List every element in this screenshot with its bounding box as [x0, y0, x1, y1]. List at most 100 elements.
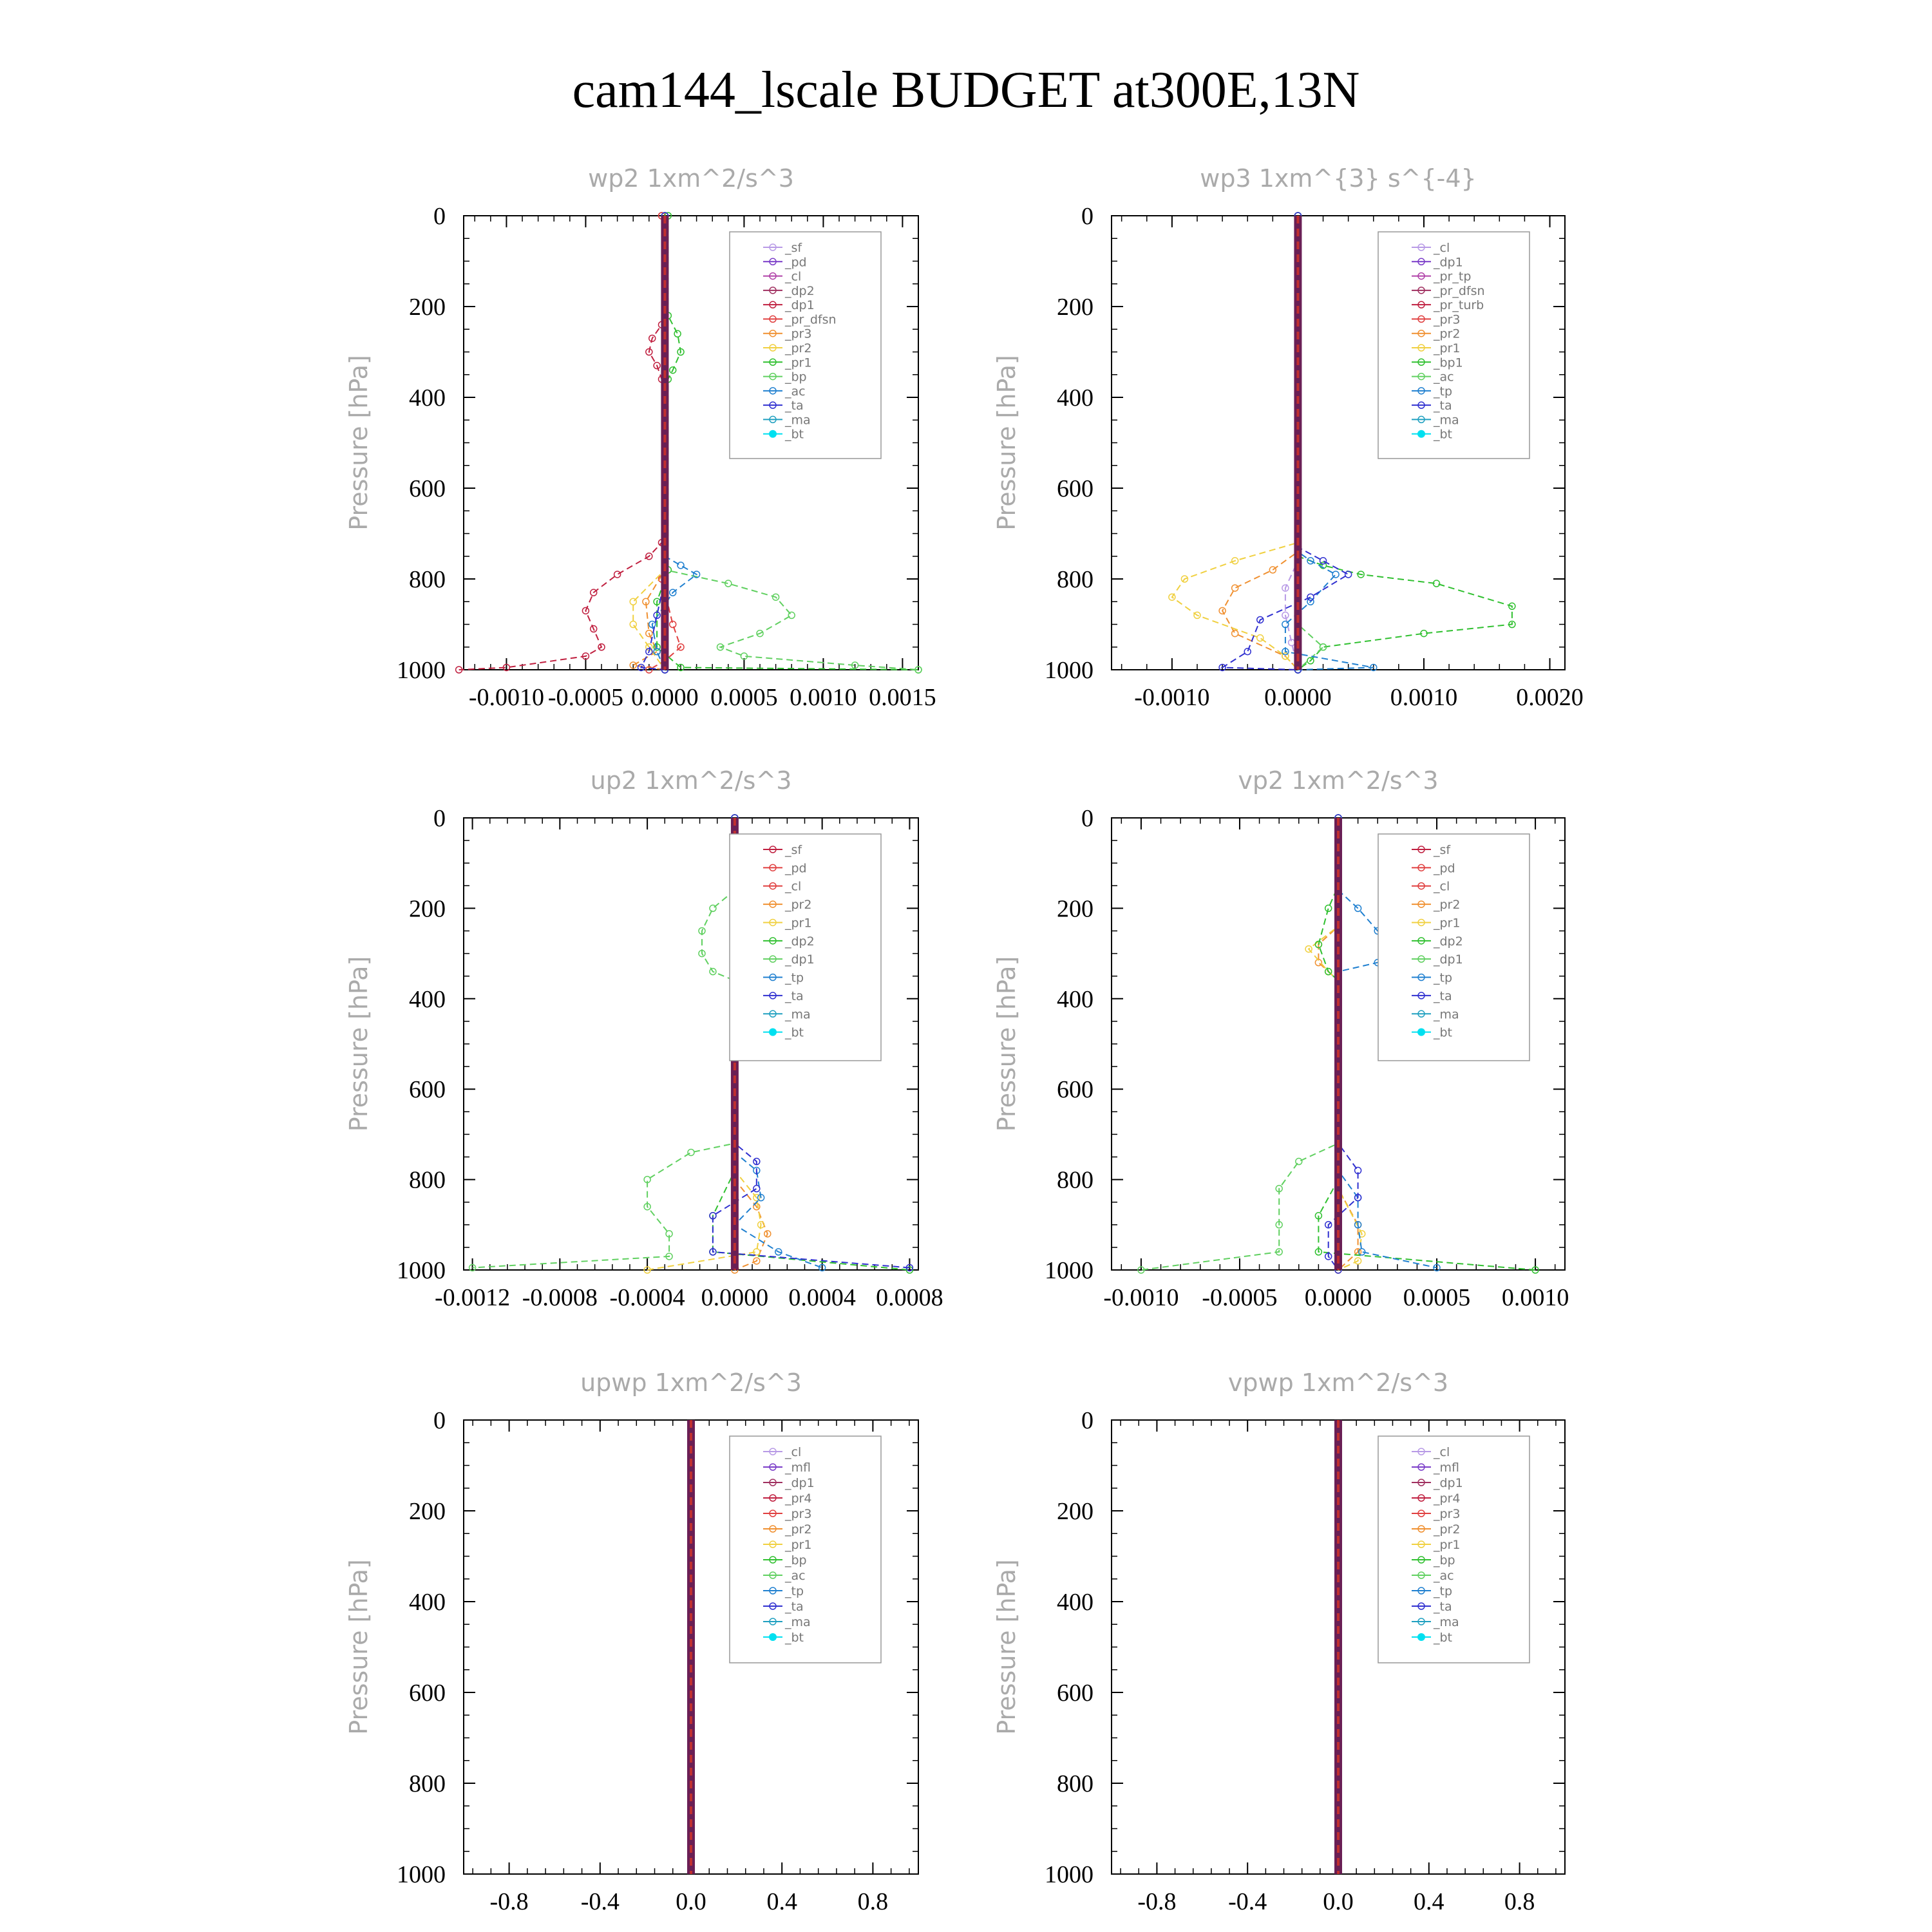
legend-box [1378, 231, 1530, 459]
data-point_pr2 [629, 620, 637, 629]
legend-box [1378, 833, 1530, 1061]
legend-marker [769, 1633, 777, 1641]
legend-marker [1417, 1010, 1425, 1018]
data-point_pr1 [677, 348, 685, 356]
legend-marker [769, 1510, 777, 1517]
legend-marker [769, 358, 777, 366]
y-tick-label: 1000 [1045, 1861, 1094, 1888]
legend-entry: _tp [784, 1584, 804, 1598]
y-tick-label: 600 [1057, 475, 1094, 502]
x-tick-label: 0.0010 [1502, 1284, 1569, 1311]
data-point_ac [648, 620, 656, 629]
panel-title: up2 1xm^2/s^3 [591, 766, 792, 795]
y-tick-label: 200 [409, 294, 446, 321]
data-point_bp1 [1508, 602, 1516, 611]
chart-panel-6: vpwp 1xm^2/s^3 Pressure [hPa] 0 200 400 600 80… [992, 1368, 1566, 1915]
x-tick-label: 0.0004 [788, 1284, 856, 1311]
legend-entry: _pr_dfsn [1433, 284, 1485, 298]
data-point_dp1 [648, 334, 656, 343]
data-point_pr3 [642, 598, 650, 605]
data-point_dp1 [709, 967, 717, 976]
data-point_dp2 [1531, 1266, 1539, 1274]
legend-marker [769, 1463, 777, 1471]
x-tick-label: -0.4 [1228, 1888, 1267, 1915]
x-tick-label: 0.0015 [869, 684, 936, 711]
data-point_dp1 [687, 1148, 695, 1157]
series-line_pr2 [1221, 216, 1299, 670]
data-point_tp [818, 1264, 826, 1272]
y-tick-label: 800 [409, 1770, 446, 1797]
data-point_ta [1307, 593, 1314, 601]
legend-entry: _ma [1433, 413, 1459, 427]
data-point_tp [1282, 648, 1289, 656]
panel-title: upwp 1xm^2/s^3 [580, 1368, 802, 1397]
y-tick-label: 400 [1057, 986, 1094, 1013]
legend-box [1378, 1435, 1530, 1663]
data-point_dp2 [1324, 904, 1332, 913]
legend: _cl_mfl_dp1_pr4_pr3_pr2_pr1_bp_ac_tp_ta_… [729, 1435, 882, 1663]
x-tick-label: -0.8 [1137, 1888, 1176, 1915]
data-point_pr1 [1282, 652, 1289, 660]
legend-entry: _dp1 [784, 298, 815, 312]
x-tick-label: -0.0005 [1202, 1284, 1277, 1311]
data-point_bp1 [1357, 571, 1365, 578]
legend-entry: _dp1 [784, 1476, 815, 1490]
legend-entry: _bp1 [1433, 355, 1463, 370]
legend-entry: _pr_tp [1433, 270, 1471, 284]
data-point_pr2 [629, 598, 637, 605]
legend-entry: _pr3 [1433, 312, 1460, 327]
data-point_pr1 [1193, 611, 1201, 620]
legend-entry: _ac [784, 384, 806, 399]
data-point_pr1 [753, 1248, 761, 1256]
legend-entry: _pr3 [784, 327, 811, 341]
legend-entry: _bt [1433, 1026, 1452, 1040]
data-point_bp1 [1432, 580, 1441, 587]
x-tick-label: -0.0010 [1103, 1284, 1179, 1311]
data-point_dp2 [1314, 1212, 1323, 1220]
data-point_pr3 [645, 629, 653, 638]
legend-marker [769, 344, 777, 352]
data-point_pr2 [753, 1257, 761, 1265]
legend-marker [769, 918, 777, 927]
data-point_dp2 [1314, 1248, 1323, 1256]
series-line_ta [1327, 818, 1359, 1271]
y-tick-label: 600 [409, 1076, 446, 1103]
legend-marker [769, 1525, 777, 1533]
legend-entry: _pr3 [1433, 1507, 1460, 1521]
x-tick-label: -0.0010 [1134, 684, 1209, 711]
legend-entry: _dp2 [784, 934, 815, 949]
data-point_dp2 [1324, 967, 1332, 976]
legend-entry: _ta [784, 1600, 804, 1614]
legend-marker [769, 1602, 777, 1610]
legend-entry: _ma [784, 1007, 811, 1021]
x-tick-label: -0.0004 [610, 1284, 685, 1311]
data-point_pr1 [1256, 634, 1264, 642]
legend-entry: _cl [1433, 1445, 1450, 1459]
data-point_tp [1332, 571, 1340, 578]
legend-marker [1417, 301, 1425, 308]
legend-marker [1417, 1556, 1425, 1564]
legend-entry: _tp [1433, 971, 1452, 985]
series-line_dp2 [712, 818, 910, 1271]
data-point_ta [1354, 1166, 1362, 1175]
data-point_tp [757, 1193, 765, 1202]
x-tick-label: -0.0010 [469, 684, 544, 711]
data-point_tp [1358, 1248, 1366, 1256]
legend-marker [1417, 243, 1425, 251]
legend-marker [769, 301, 777, 308]
y-tick-label: 0 [1081, 203, 1094, 230]
x-tick-label: 0.0020 [1516, 684, 1584, 711]
legend-marker [1417, 1448, 1425, 1455]
legend-entry: _sf [1433, 843, 1451, 857]
x-tick-label: 0.0010 [790, 684, 857, 711]
data-point_dp1 [1137, 1266, 1145, 1274]
data-point_dp1 [1275, 1184, 1283, 1193]
data-point_dp1 [582, 607, 590, 615]
legend-marker [1417, 1479, 1425, 1486]
data-point_dp1 [598, 643, 605, 651]
legend-marker [769, 1556, 777, 1564]
data-point_bp [851, 661, 859, 669]
legend-marker [769, 287, 777, 294]
chart-panel-4: vp2 1xm^2/s^3 Pressure [hPa] 0 200 400 600 800… [992, 766, 1569, 1311]
x-tick-label: 0.4 [766, 1888, 797, 1915]
